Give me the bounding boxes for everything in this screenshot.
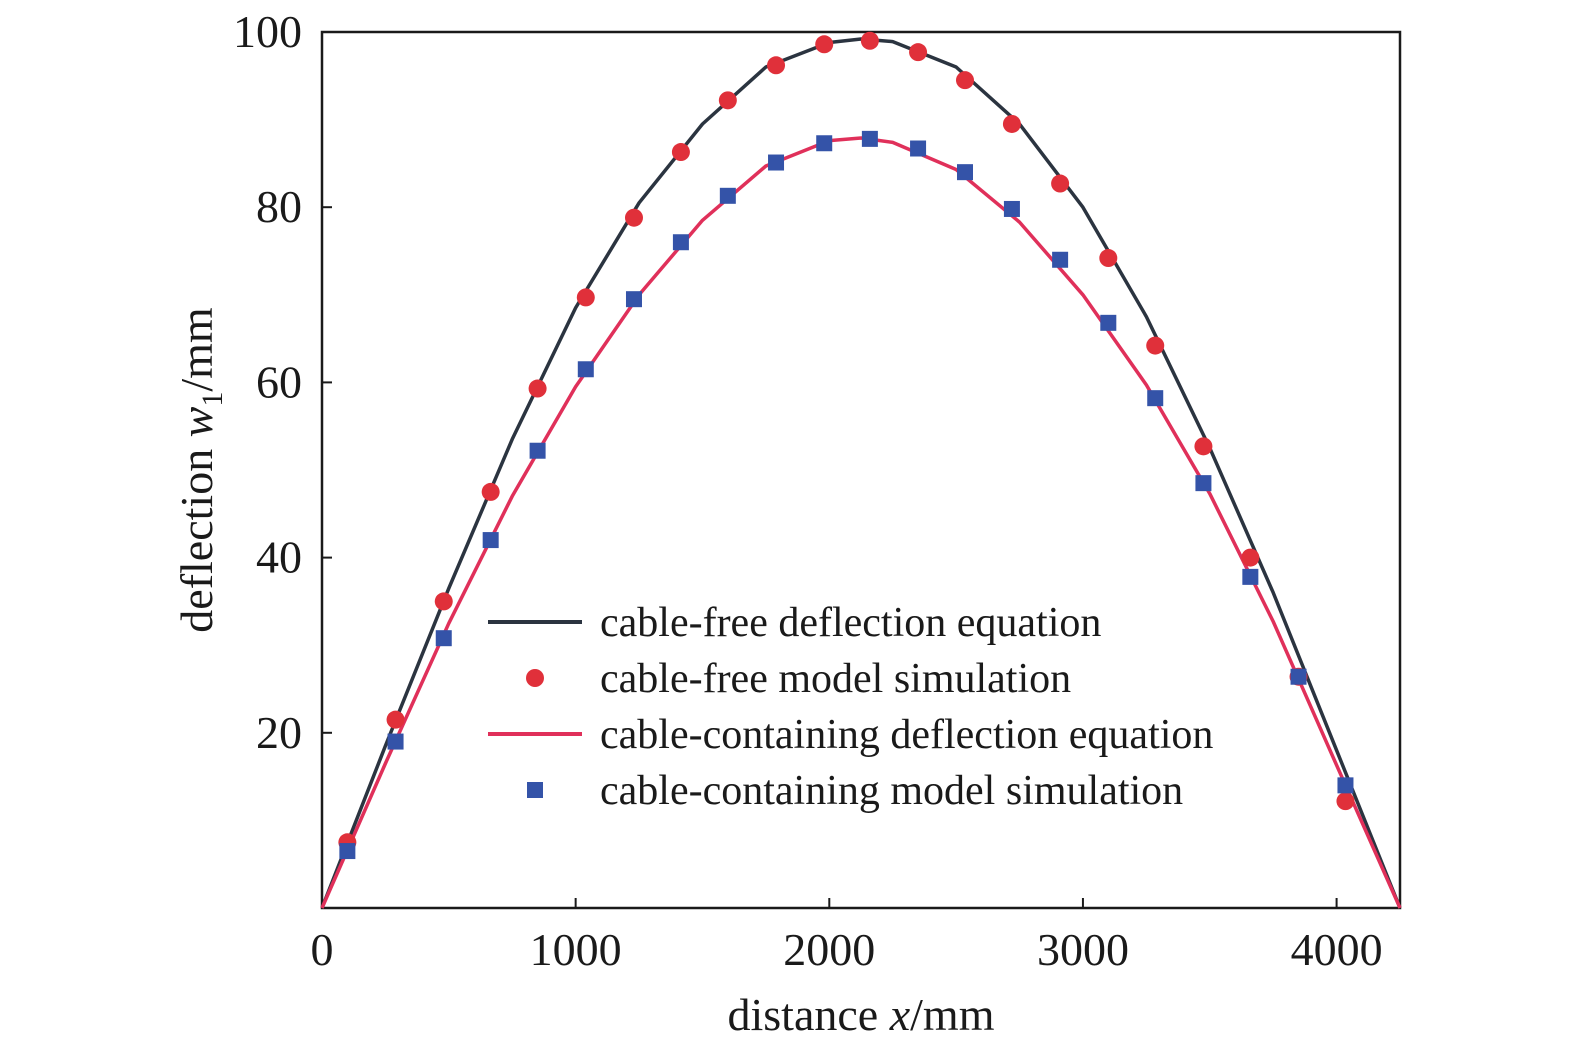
data-point-circle xyxy=(434,592,453,611)
legend-label: cable-free model simulation xyxy=(600,656,1071,702)
data-point-circle xyxy=(767,56,786,75)
data-point-circle xyxy=(1051,174,1070,193)
data-point-square xyxy=(956,164,973,181)
x-axis-label: distance x/mm xyxy=(728,989,995,1040)
data-point-square xyxy=(435,630,452,647)
data-point-circle xyxy=(909,43,928,62)
x-tick-label: 0 xyxy=(311,924,334,975)
y-tick-label: 60 xyxy=(256,356,302,407)
data-point-square xyxy=(339,843,356,860)
legend: cable-free deflection equation cable-free… xyxy=(488,600,1213,814)
data-point-circle xyxy=(1336,792,1355,811)
data-point-circle xyxy=(860,31,879,50)
x-tick-label: 2000 xyxy=(783,924,875,975)
legend-label: cable-free deflection equation xyxy=(600,600,1101,646)
data-point-square xyxy=(1147,390,1164,407)
data-point-circle xyxy=(1241,548,1260,567)
data-point-square xyxy=(1242,568,1259,585)
data-point-circle xyxy=(955,71,974,90)
y-tick-label: 20 xyxy=(256,707,302,758)
y-tick-label: 100 xyxy=(233,6,302,57)
data-point-circle xyxy=(576,288,595,307)
y-axis-label: deflection w1/mm xyxy=(171,307,229,633)
x-tick-label: 3000 xyxy=(1037,924,1129,975)
data-point-square xyxy=(387,733,404,750)
data-point-square xyxy=(625,291,642,308)
data-point-square xyxy=(529,442,546,459)
data-point-circle xyxy=(718,91,737,110)
data-point-circle xyxy=(815,35,834,54)
series-line-2 xyxy=(320,136,1402,909)
data-point-square xyxy=(1290,668,1307,685)
tick-labels: 0 1000 2000 3000 4000 20 40 60 80 100 xyxy=(233,6,1383,975)
legend-label: cable-containing deflection equation xyxy=(600,712,1213,758)
legend-circle-swatch xyxy=(526,669,544,687)
data-point-circle xyxy=(1146,336,1165,355)
data-point-square xyxy=(1100,314,1117,331)
plot-frame xyxy=(320,30,1402,910)
data-point-circle xyxy=(481,482,500,501)
data-point-circle xyxy=(1194,437,1213,456)
axis-ticks xyxy=(321,31,1338,908)
data-point-square xyxy=(672,234,689,251)
legend-square-swatch xyxy=(527,782,543,798)
series-markers xyxy=(338,31,1355,860)
data-point-circle xyxy=(624,208,643,227)
data-point-square xyxy=(910,140,927,157)
data-point-square xyxy=(816,135,833,152)
data-point-square xyxy=(861,130,878,147)
data-point-square xyxy=(1195,475,1212,492)
data-point-circle xyxy=(528,379,547,398)
data-point-square xyxy=(768,154,785,171)
legend-label: cable-containing model simulation xyxy=(600,768,1183,814)
y-tick-label: 40 xyxy=(256,532,302,583)
data-point-square xyxy=(577,361,594,378)
data-point-square xyxy=(719,187,736,204)
data-point-circle xyxy=(1002,114,1021,133)
x-tick-label: 4000 xyxy=(1291,924,1383,975)
x-tick-label: 1000 xyxy=(530,924,622,975)
data-point-circle xyxy=(1099,249,1118,268)
data-point-square xyxy=(482,532,499,549)
data-point-square xyxy=(1052,251,1069,268)
data-point-square xyxy=(1003,200,1020,217)
data-point-circle xyxy=(386,710,405,729)
data-point-circle xyxy=(671,143,690,162)
y-tick-label: 80 xyxy=(256,181,302,232)
data-point-square xyxy=(1337,777,1354,794)
